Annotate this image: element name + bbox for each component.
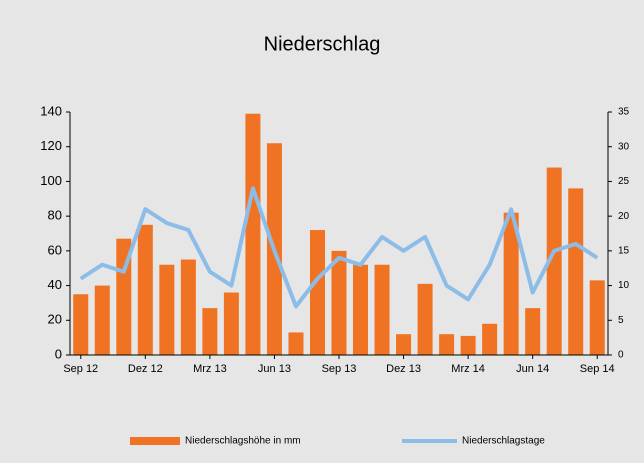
x-tick-label: Sep 12: [63, 363, 98, 375]
x-tick-label: Sep 14: [580, 363, 615, 375]
y2-tick-label: 25: [618, 176, 630, 187]
y-tick-label: 140: [40, 103, 62, 118]
chart-title: Niederschlag: [264, 33, 381, 55]
x-tick-label: Mrz 13: [193, 363, 227, 375]
bar: [568, 188, 584, 355]
bar: [525, 308, 541, 355]
bar: [137, 224, 153, 355]
y2-tick-label: 30: [618, 141, 630, 152]
y-tick-label: 0: [55, 346, 62, 361]
bar: [417, 283, 433, 355]
y2-tick-label: 15: [618, 245, 630, 256]
y2-tick-label: 5: [618, 315, 624, 326]
bar: [460, 335, 476, 355]
line: [79, 186, 599, 309]
bar: [503, 212, 519, 355]
bar: [331, 250, 347, 355]
y2-tick-label: 10: [618, 280, 630, 291]
y2-tick-label: 35: [618, 107, 630, 118]
y2-tick-label: 20: [618, 211, 630, 222]
x-tick-label: Sep 13: [322, 363, 357, 375]
bar: [589, 280, 605, 355]
x-tick-label: Jun 13: [258, 363, 291, 375]
bar: [223, 292, 239, 355]
x-tick-label: Mrz 14: [451, 363, 485, 375]
legend-swatch: [130, 437, 180, 445]
bar: [159, 264, 175, 355]
bar: [546, 167, 562, 355]
bar: [396, 334, 412, 355]
y2-tick-label: 0: [618, 350, 624, 361]
bar: [245, 113, 261, 355]
bar: [94, 285, 110, 355]
bar: [309, 230, 325, 355]
y-tick-label: 120: [40, 138, 62, 153]
x-tick-label: Jun 14: [516, 363, 549, 375]
y-tick-label: 60: [48, 242, 62, 257]
bar: [482, 323, 498, 355]
legend-label: Niederschlagshöhe in mm: [185, 436, 301, 447]
bar: [73, 294, 89, 355]
bar: [439, 334, 455, 355]
y-tick-label: 40: [48, 277, 62, 292]
bar: [353, 264, 369, 355]
legend-label: Niederschlagstage: [462, 436, 545, 447]
y-tick-label: 80: [48, 208, 62, 223]
bar: [180, 259, 196, 355]
bar: [288, 332, 304, 355]
x-tick-label: Dez 13: [386, 363, 421, 375]
bar: [116, 238, 132, 355]
y-tick-label: 100: [40, 173, 62, 188]
bar: [374, 264, 390, 355]
x-tick-label: Dez 12: [128, 363, 163, 375]
y-tick-label: 20: [48, 312, 62, 327]
bar: [202, 308, 218, 355]
